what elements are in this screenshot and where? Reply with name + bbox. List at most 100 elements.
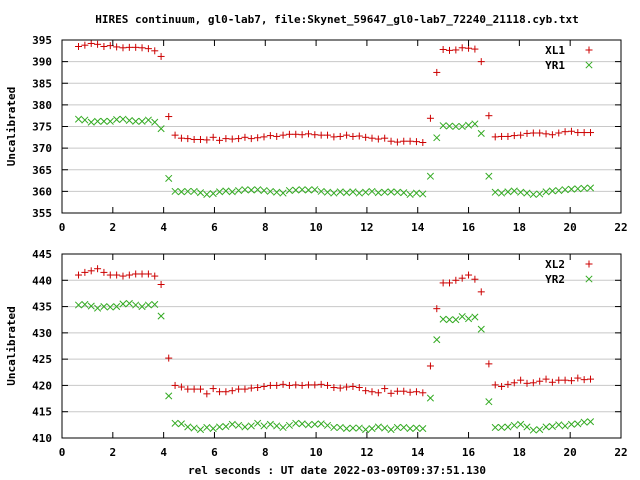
data-point-yr2 (235, 421, 243, 429)
x-tick-label: 2 (110, 221, 117, 234)
data-point-xl1 (542, 130, 550, 138)
data-point-xl1 (349, 132, 357, 140)
data-point-yr1 (580, 184, 588, 192)
data-point-xl2 (144, 270, 152, 278)
data-point-yr1 (336, 188, 344, 196)
data-point-yr1 (419, 190, 427, 198)
data-point-yr1 (74, 115, 83, 123)
data-point-yr2 (215, 423, 224, 431)
data-point-xl2 (151, 272, 159, 280)
data-point-xl1 (485, 112, 493, 120)
grid-top (62, 61, 621, 192)
data-point-yr2 (343, 424, 351, 433)
data-point-xl1 (125, 43, 133, 51)
data-point-xl1 (336, 132, 344, 140)
data-point-xl2 (216, 388, 224, 396)
data-point-xl1 (184, 135, 192, 143)
data-point-yr2 (510, 421, 518, 429)
data-point-yr2 (273, 422, 281, 430)
data-point-xl1 (228, 135, 236, 143)
data-point-xl2 (419, 389, 427, 397)
ticks-top: 355 360 365 370 375 380 385 390 395 0 2 4 6 8 10 12 14 16… (32, 34, 628, 234)
data-point-yr2 (387, 426, 395, 434)
data-point-yr1 (304, 186, 313, 194)
x-tick-label: 16 (462, 446, 476, 459)
data-point-xl1 (555, 129, 563, 137)
data-point-yr1 (317, 187, 325, 195)
data-point-yr1 (144, 116, 152, 124)
x-tick-label: 6 (211, 446, 218, 459)
data-point-xl2 (75, 271, 83, 279)
data-point-yr2 (298, 420, 306, 428)
data-point-yr1 (241, 186, 249, 194)
ticks-bottom: 410 415 420 425 430 435 440 445 0 2 4 6 8 10 12 14 16 18 2… (32, 248, 628, 459)
data-point-yr1 (292, 186, 300, 194)
data-point-yr1 (113, 116, 121, 124)
x-tick-label: 10 (309, 221, 322, 234)
data-point-yr1 (586, 184, 595, 192)
data-point-xl1 (393, 138, 401, 146)
data-point-xl1 (458, 44, 466, 52)
data-point-xl2 (171, 381, 179, 389)
y-tick-label: 375 (32, 121, 52, 134)
data-point-xl1 (445, 46, 453, 54)
data-point-yr2 (445, 316, 454, 324)
data-point-xl1 (419, 139, 427, 147)
data-point-yr2 (419, 424, 427, 433)
data-point-yr2 (336, 423, 344, 432)
data-point-yr2 (247, 422, 255, 430)
data-point-yr2 (190, 424, 198, 432)
marks-top (74, 39, 595, 198)
y-tick-label: 415 (32, 406, 52, 419)
y-tick-label: 385 (32, 77, 52, 90)
data-point-xl2 (368, 388, 376, 396)
y-tick-label: 410 (32, 432, 52, 445)
data-point-yr1 (433, 134, 441, 142)
data-point-yr2 (355, 424, 363, 432)
data-point-yr1 (125, 116, 133, 124)
data-point-xl2 (184, 385, 192, 393)
data-point-xl1 (203, 136, 211, 144)
x-tick-label: 16 (462, 221, 476, 234)
data-point-yr1 (209, 189, 217, 198)
data-point-xl1 (362, 133, 370, 141)
data-point-xl1 (587, 129, 595, 137)
data-point-yr1 (464, 121, 473, 129)
data-point-yr2 (177, 420, 185, 428)
data-point-yr2 (477, 325, 485, 333)
data-point-yr2 (132, 301, 140, 309)
data-point-xl2 (580, 376, 588, 384)
data-point-xl1 (171, 131, 179, 139)
data-point-xl2 (510, 379, 518, 387)
data-point-xl2 (113, 271, 121, 279)
data-point-xl1 (81, 41, 89, 49)
data-point-xl2 (292, 381, 300, 389)
data-point-yr1 (536, 190, 544, 198)
x-tick-label: 22 (614, 446, 627, 459)
data-point-xl2 (177, 383, 185, 391)
chart-title: HIRES continuum, gl0-lab7, file:Skynet_5… (95, 13, 578, 26)
data-point-xl2 (362, 387, 370, 395)
data-point-yr1 (254, 186, 262, 194)
x-tick-label: 0 (59, 221, 66, 234)
data-point-yr2 (504, 423, 512, 431)
data-point-xl1 (254, 134, 262, 142)
data-point-yr1 (222, 187, 230, 195)
data-point-xl2 (445, 279, 453, 287)
data-point-xl1 (477, 58, 485, 66)
data-point-yr2 (81, 300, 89, 309)
data-point-xl2 (106, 271, 114, 279)
data-point-yr1 (190, 187, 198, 195)
data-point-xl2 (412, 388, 420, 396)
data-point-xl2 (561, 376, 569, 384)
data-point-xl1 (132, 43, 140, 51)
data-point-xl2 (324, 381, 332, 389)
data-point-xl1 (471, 45, 479, 53)
data-point-xl1 (298, 131, 306, 139)
plot-frame-bottom (61, 253, 622, 439)
data-point-xl1 (266, 132, 274, 140)
data-point-xl1 (138, 44, 146, 52)
data-point-xl2 (548, 378, 556, 386)
data-point-xl2 (222, 388, 230, 396)
x-tick-label: 18 (513, 446, 526, 459)
